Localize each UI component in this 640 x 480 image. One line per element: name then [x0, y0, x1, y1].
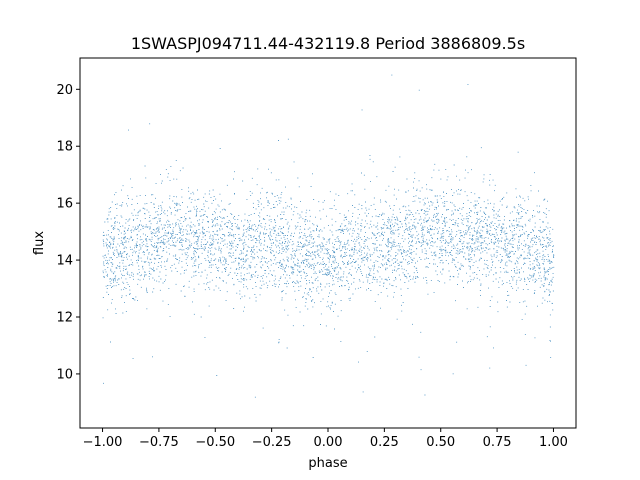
- y-tick-label: 20: [56, 83, 73, 98]
- x-tick-label: 0.25: [370, 435, 399, 450]
- y-tick-label: 12: [56, 311, 73, 326]
- x-tick-label: 0.00: [314, 435, 343, 450]
- x-tick-label: −0.25: [252, 435, 292, 450]
- x-tick-label: 0.50: [426, 435, 455, 450]
- x-tick-label: 1.00: [539, 435, 568, 450]
- data-point-cloud: [102, 74, 555, 398]
- x-axis-label: phase: [308, 456, 347, 471]
- x-tick-label: −1.00: [83, 435, 123, 450]
- x-tick-label: −0.50: [195, 435, 235, 450]
- y-axis-ticks: 10 12 14 16 18 20: [56, 83, 80, 382]
- y-tick-label: 10: [56, 367, 73, 382]
- data-points: [102, 74, 555, 398]
- x-axis-ticks: −1.00 −0.75 −0.50 −0.25 0.00 0.25 0.50 0.75 1.00: [83, 428, 568, 450]
- y-axis-label: flux: [32, 231, 47, 255]
- y-tick-label: 18: [56, 140, 73, 155]
- y-tick-label: 16: [56, 197, 73, 212]
- chart-title: 1SWASPJ094711.44-432119.8 Period 3886809…: [131, 34, 525, 53]
- x-tick-label: 0.75: [483, 435, 512, 450]
- x-tick-label: −0.75: [139, 435, 179, 450]
- y-tick-label: 14: [56, 254, 73, 269]
